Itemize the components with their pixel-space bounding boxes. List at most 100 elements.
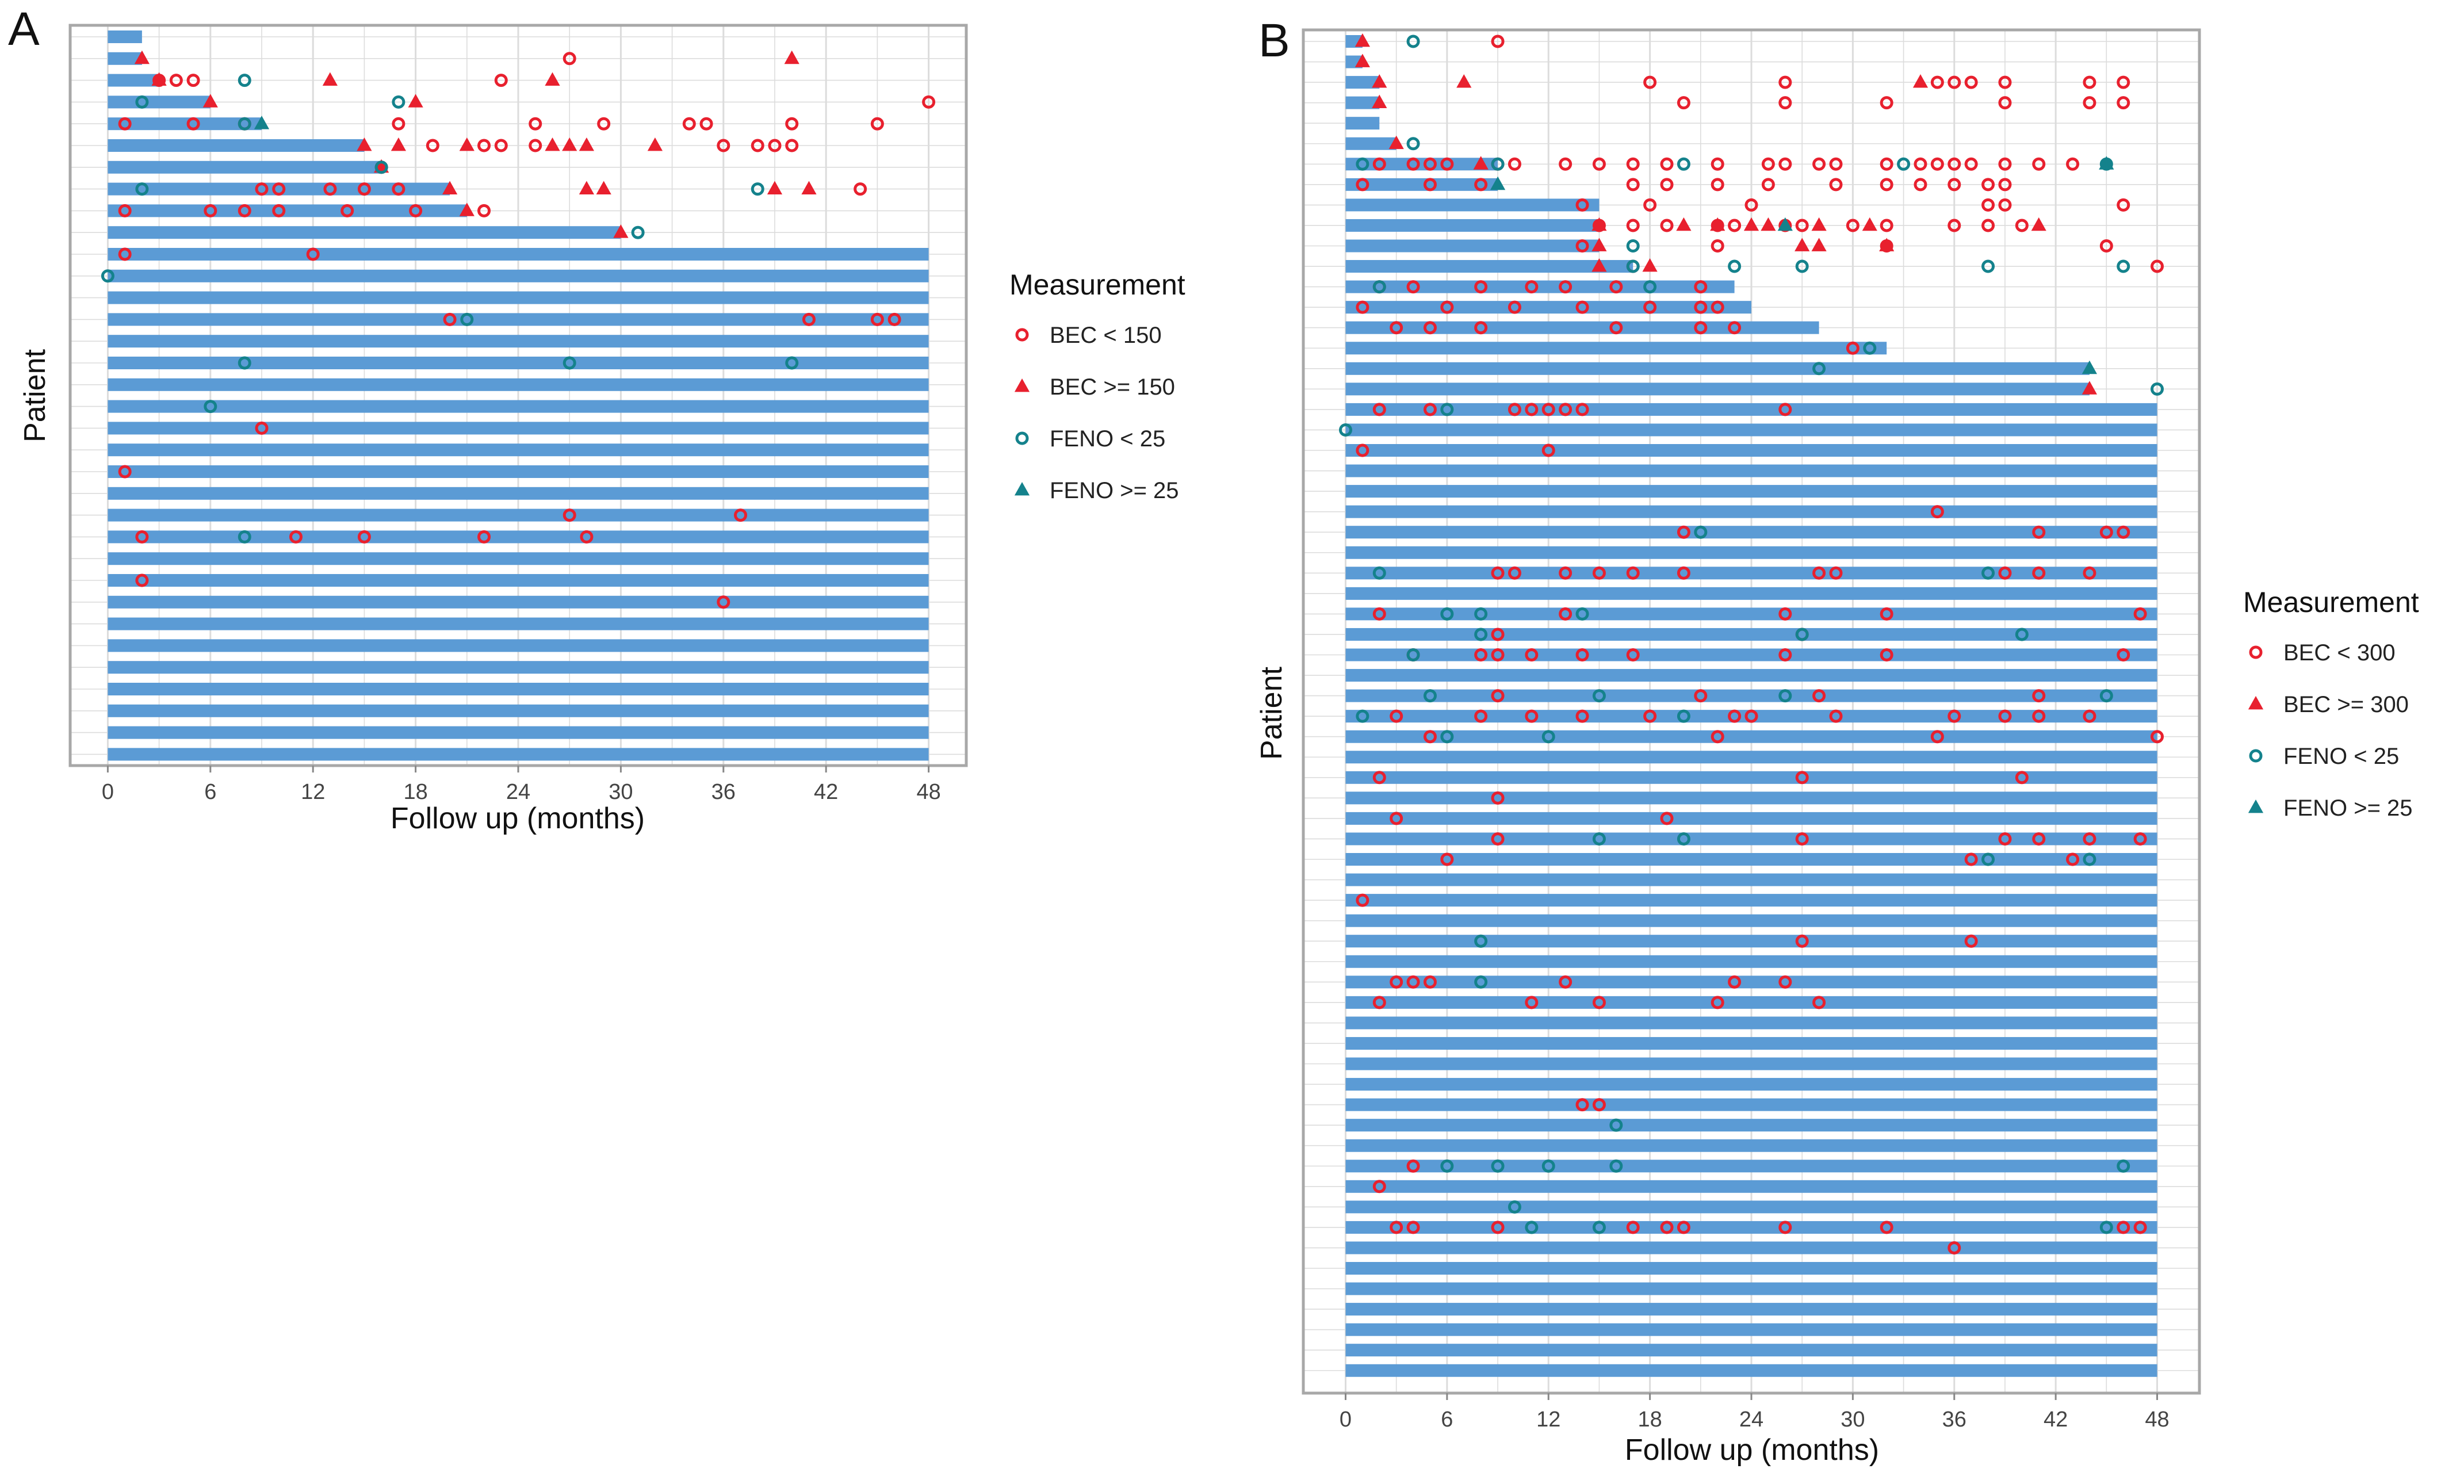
point-bec-lt-300: [1575, 300, 1589, 314]
point-bec-lt-300: [1812, 996, 1826, 1009]
point-bec-lt-300: [1880, 607, 1893, 621]
point-bec-lt-150: [785, 139, 799, 152]
patient-bar: [1345, 342, 1887, 355]
point-bec-ge-300: [1761, 217, 1776, 231]
patient-bar: [1345, 239, 1600, 253]
point-bec-lt-300: [1795, 771, 1809, 785]
point-bec-ge-300: [1743, 217, 1759, 231]
x-tick-label: 24: [1739, 1407, 1763, 1432]
point-bec-ge-300: [1676, 217, 1692, 231]
panel-b-points: [1338, 33, 2164, 1254]
point-bec-lt-300: [2117, 648, 2130, 661]
patient-bar: [1345, 321, 1819, 334]
point-bec-lt-150: [494, 74, 508, 87]
point-bec-lt-300: [1525, 648, 1539, 661]
point-bec-lt-300: [1880, 96, 1893, 110]
point-feno-lt-25: [238, 530, 251, 544]
patient-bar: [1345, 832, 2157, 846]
patient-bar: [1345, 587, 2157, 600]
point-bec-lt-150: [477, 204, 491, 217]
patient-bar: [1345, 219, 1600, 232]
point-feno-ge-25: [2099, 156, 2114, 170]
point-bec-lt-300: [1812, 157, 1826, 171]
point-feno-lt-25: [751, 182, 764, 196]
patient-bar: [1345, 423, 2157, 437]
point-bec-lt-300: [1880, 178, 1893, 192]
point-bec-lt-150: [238, 204, 251, 217]
panel-a-bars: [108, 30, 929, 761]
point-bec-lt-300: [1541, 403, 1555, 416]
point-bec-lt-300: [1390, 975, 1403, 989]
point-bec-lt-300: [2083, 75, 2096, 89]
point-bec-lt-300: [1440, 157, 1454, 171]
point-bec-lt-300: [1390, 812, 1403, 825]
patient-bar: [108, 726, 929, 739]
x-tick-label: 12: [301, 780, 325, 804]
patient-bar: [1345, 117, 1380, 130]
point-bec-lt-300: [1508, 300, 1521, 314]
point-bec-ge-300: [1456, 74, 1472, 88]
point-bec-lt-300: [2032, 689, 2046, 703]
point-bec-lt-150: [717, 595, 730, 609]
point-bec-lt-300: [1356, 178, 1369, 192]
point-feno-lt-25: [374, 160, 388, 174]
point-bec-lt-150: [409, 204, 423, 217]
point-bec-lt-300: [1998, 178, 2012, 192]
point-bec-lt-300: [1998, 709, 2012, 723]
panel-b-bars: [1345, 35, 2157, 1377]
point-bec-ge-300: [1355, 33, 1371, 47]
patient-bar: [1345, 976, 2157, 989]
patient-bar: [1345, 1303, 2157, 1316]
point-bec-ge-150: [613, 224, 629, 238]
point-feno-lt-25: [1440, 403, 1454, 416]
point-feno-ge-25: [2082, 360, 2098, 374]
point-bec-lt-300: [1643, 75, 1657, 89]
point-bec-lt-300: [1575, 198, 1589, 212]
point-bec-lt-300: [1575, 239, 1589, 253]
panel-b-legend: Measurement BEC < 300 BEC >= 300 FENO < 25…: [2243, 586, 2419, 821]
point-bec-lt-150: [204, 204, 217, 217]
legend-label: FENO >= 25: [1050, 478, 1179, 503]
point-feno-lt-25: [1356, 157, 1369, 171]
patient-bar: [1345, 260, 1633, 273]
patient-bar: [108, 617, 929, 630]
patient-bar: [1345, 873, 2157, 886]
point-bec-lt-300: [1626, 219, 1640, 232]
panel-a-points: [101, 50, 936, 609]
point-bec-lt-300: [1948, 75, 1961, 89]
point-bec-lt-300: [2117, 75, 2130, 89]
panel-a-x-ticks: 0 6 12 18 24 30 36 42 48: [102, 766, 941, 804]
point-bec-lt-300: [1880, 219, 1893, 232]
point-bec-lt-150: [802, 312, 816, 326]
patient-bar: [1345, 771, 2157, 784]
point-bec-lt-150: [477, 530, 491, 544]
x-tick-label: 6: [204, 780, 216, 804]
patient-bar: [108, 508, 929, 522]
patient-bar: [108, 595, 929, 609]
legend-label: FENO < 25: [2283, 744, 2399, 769]
point-bec-lt-300: [1981, 198, 1995, 212]
point-feno-lt-25: [1626, 259, 1640, 273]
point-bec-ge-150: [322, 72, 338, 86]
point-feno-lt-25: [1812, 362, 1826, 376]
point-bec-lt-300: [1846, 341, 1860, 355]
patient-bar: [1345, 280, 1735, 293]
panel-a-x-axis-title: Follow up (months): [391, 802, 645, 835]
patient-bar: [108, 661, 929, 674]
patient-bar: [108, 704, 929, 717]
point-bec-ge-300: [2031, 217, 2046, 231]
legend-label: FENO < 25: [1050, 426, 1165, 452]
point-bec-lt-300: [2117, 96, 2130, 110]
patient-bar: [108, 182, 450, 196]
patient-bar: [1345, 710, 2157, 723]
legend-key-bec-lt-150: [1015, 328, 1029, 342]
point-bec-ge-150: [408, 94, 423, 108]
patient-bar: [1345, 689, 2157, 702]
point-bec-lt-300: [1930, 505, 1944, 519]
point-feno-lt-25: [238, 356, 251, 370]
patient-bar: [108, 400, 929, 413]
point-bec-lt-300: [1998, 832, 2012, 846]
point-bec-lt-300: [1728, 321, 1742, 335]
point-bec-lt-300: [1778, 403, 1792, 416]
point-feno-lt-25: [631, 225, 645, 239]
